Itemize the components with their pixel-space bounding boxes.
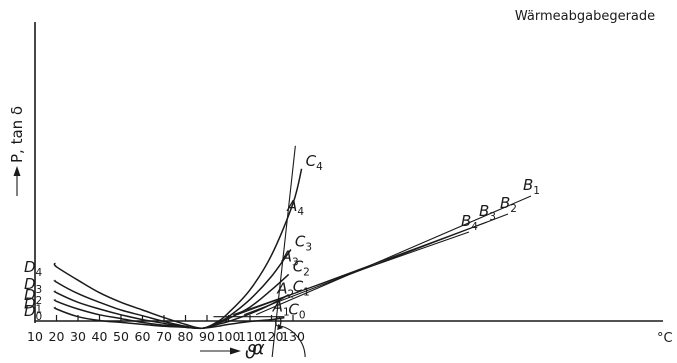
curve-D1 [53, 293, 290, 330]
origin-label: 0 [274, 316, 282, 331]
x-tick-label-60: 60 [135, 329, 151, 344]
curves [53, 168, 303, 330]
heat-dissipation-line-label: Wärmeabgabegerade [515, 9, 655, 24]
curve-labels: D0 C0 D1 C1 D2 C2 D3 C3 D4 C4 [24, 152, 323, 323]
x-tick-label-110: 110 [238, 329, 262, 344]
label-A3: A3 [281, 248, 299, 269]
x-tick-label-120: 120 [260, 329, 284, 344]
label-B2: B2 [500, 194, 517, 215]
leader-B4 [233, 231, 470, 316]
y-arrow-head [13, 166, 21, 176]
label-C1: C1 [293, 278, 310, 299]
heat-dissipation-line [271, 145, 296, 358]
x-tick-label-10: 10 [27, 329, 43, 344]
label-C0: C0 [288, 301, 305, 322]
x-tick-label-100: 100 [217, 329, 241, 344]
x-tick-label-130: 130 [281, 329, 305, 344]
label-D1: D1 [24, 294, 42, 315]
x-tick-label-80: 80 [178, 329, 194, 344]
leader-B3 [236, 221, 488, 316]
x-axis-unit: °C [657, 331, 673, 346]
x-tick-label-90: 90 [199, 329, 215, 344]
y-axis-title: P, tan δ [8, 106, 26, 163]
y-axis-title-group: P, tan δ [8, 106, 26, 196]
label-B1: B1 [523, 176, 540, 197]
x-tick-label-70: 70 [156, 329, 172, 344]
curve-D4 [53, 168, 303, 329]
x-tick-label-20: 20 [49, 329, 65, 344]
label-B4: B4 [461, 212, 478, 233]
leader-B1 [256, 195, 532, 316]
label-D3: D3 [24, 275, 42, 296]
curve-D2 [53, 273, 290, 330]
x-tick-label-50: 50 [113, 329, 129, 344]
label-C3: C3 [295, 232, 312, 253]
x-tick-label-40: 40 [92, 329, 108, 344]
label-A1: A1 [272, 298, 290, 319]
angle-arc [278, 324, 306, 358]
x-axis-title-group: ϑ [200, 341, 257, 363]
label-D4: D4 [24, 258, 43, 279]
curve-D3 [53, 249, 292, 330]
x-tick-label-30: 30 [70, 329, 86, 344]
x-axis-title: ϑ [245, 341, 257, 363]
label-D2: D2 [24, 286, 42, 307]
label-D0: D0 [24, 302, 42, 323]
label-C2: C2 [293, 257, 310, 278]
axes [34, 22, 663, 323]
angle-arc-head [277, 324, 284, 330]
label-C4: C4 [306, 152, 323, 173]
angle-label: α [252, 337, 265, 359]
label-B3: B3 [479, 202, 496, 223]
label-A4: A4 [286, 197, 304, 218]
x-arrow-head [230, 347, 241, 355]
